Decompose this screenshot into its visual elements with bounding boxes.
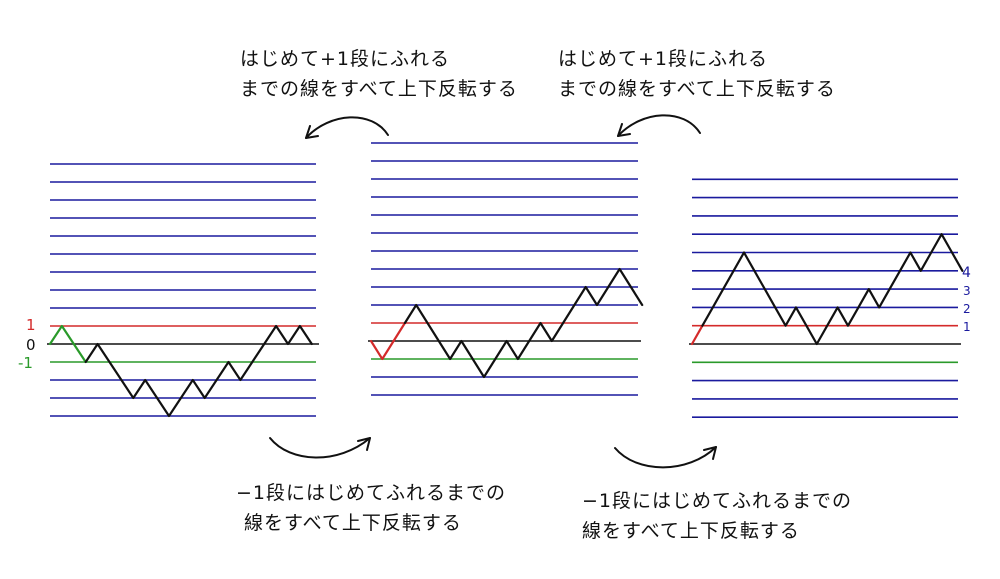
arrow-top-left <box>305 116 389 139</box>
annotation-bottom-left-line1: −1段にはじめてふれるまでの <box>236 482 507 504</box>
annotation-bottom-left: −1段にはじめてふれるまでの 線をすべて上下反転する <box>236 478 506 538</box>
panel3-label-3: 3 <box>963 284 971 298</box>
panel2-reflected-segment <box>369 321 406 361</box>
arrow-bottom-left <box>269 437 371 459</box>
panel3-label-1: 1 <box>963 320 971 334</box>
annotation-top-right-line1: はじめて+1段にふれる <box>558 48 769 70</box>
annotation-bottom-right: −1段にはじめてふれるまでの 線をすべて上下反転する <box>582 486 852 546</box>
annotation-bottom-right-line2: 線をすべて上下反転する <box>582 520 800 542</box>
annotation-top-right: はじめて+1段にふれる までの線をすべて上下反転する <box>558 44 836 104</box>
panel1-reflected-segment <box>48 324 87 364</box>
panel-3-random-walk <box>689 178 964 419</box>
panel1-label-zero: 0 <box>26 336 36 354</box>
panel3-reflected-segment <box>690 324 704 346</box>
arrow-bottom-right <box>614 446 717 469</box>
panel3-label-2: 2 <box>963 302 971 316</box>
panel-2-random-walk <box>368 142 644 396</box>
panel2-walk-path <box>403 267 644 379</box>
annotation-bottom-right-line1: −1段にはじめてふれるまでの <box>582 490 853 512</box>
panel1-label-plus1: 1 <box>26 316 36 334</box>
panel1-label-minus1: -1 <box>18 354 33 372</box>
annotation-top-right-line2: までの線をすべて上下反転する <box>558 78 836 100</box>
annotation-bottom-left-line2: 線をすべて上下反転する <box>244 512 462 534</box>
arrow-top-right <box>617 114 701 137</box>
panel-1-random-walk <box>47 163 319 418</box>
annotation-top-left: はじめて+1段にふれる までの線をすべて上下反転する <box>240 44 518 104</box>
annotation-top-left-line2: までの線をすべて上下反転する <box>240 78 518 100</box>
annotation-top-left-line1: はじめて+1段にふれる <box>240 48 451 70</box>
panel3-label-4: 4 <box>962 265 971 281</box>
panel1-walk-path <box>84 324 313 418</box>
panel3-walk-path <box>701 233 964 346</box>
